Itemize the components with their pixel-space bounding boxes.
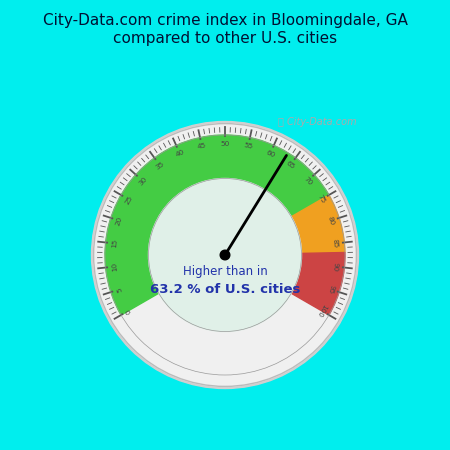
Text: 0: 0 [125,307,133,314]
Wedge shape [291,195,345,253]
Text: 63.2 % of U.S. cities: 63.2 % of U.S. cities [150,283,300,296]
Text: 65: 65 [285,160,296,171]
Text: 25: 25 [124,194,134,205]
Text: 45: 45 [197,143,207,150]
Text: 85: 85 [332,238,339,248]
Circle shape [91,122,359,388]
Text: 5: 5 [116,286,123,292]
Circle shape [94,124,356,387]
Wedge shape [291,252,345,315]
Text: 50: 50 [220,141,230,147]
Text: 90: 90 [332,262,339,271]
Text: 70: 70 [302,176,313,186]
Circle shape [148,179,302,332]
Text: 30: 30 [137,176,148,186]
Text: 15: 15 [111,238,118,248]
Text: 95: 95 [326,284,335,295]
Text: 55: 55 [243,143,253,150]
Text: 100: 100 [315,303,327,318]
Text: City-Data.com crime index in Bloomingdale, GA
compared to other U.S. cities: City-Data.com crime index in Bloomingdal… [43,14,407,46]
Circle shape [220,250,230,260]
Text: 80: 80 [326,216,335,226]
Text: 60: 60 [265,149,275,158]
Text: 35: 35 [154,160,165,171]
Text: 10: 10 [111,262,118,271]
Text: ⓘ City-Data.com: ⓘ City-Data.com [279,117,357,127]
Text: 40: 40 [175,149,185,158]
Wedge shape [105,135,329,315]
Text: Higher than in: Higher than in [183,265,267,278]
Text: 20: 20 [115,216,124,226]
Text: 75: 75 [316,194,326,205]
